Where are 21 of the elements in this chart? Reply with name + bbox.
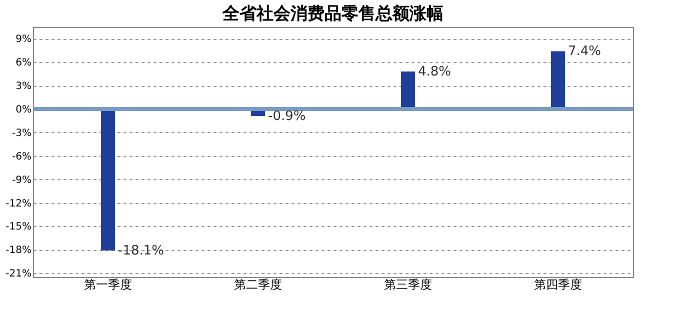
x-tick-label: 第三季度	[384, 278, 432, 292]
y-tick-label: -21%	[6, 268, 32, 280]
x-tick-label: 第四季度	[534, 278, 582, 292]
y-tick-label: -9%	[12, 174, 32, 186]
text: 7.4%	[568, 44, 602, 60]
y-tick-label: 0%	[16, 104, 32, 116]
text: -18.1%	[118, 243, 164, 258]
text: -0.9%	[268, 109, 306, 124]
y-tick-label: -12%	[6, 198, 32, 210]
y-tick-label: 9%	[16, 34, 32, 46]
text: 4.8%	[418, 64, 452, 80]
y-tick-label: -3%	[12, 128, 32, 139]
x-tick-label: 第二季度	[234, 278, 282, 292]
x-tick-label: 第一季度	[84, 278, 132, 292]
y-tick-label: -15%	[6, 222, 32, 233]
bar	[101, 109, 115, 250]
y-tick-label: -6%	[12, 151, 32, 162]
chart-title: 全省社会消费品零售总额涨幅	[222, 4, 444, 24]
y-tick-label: -18%	[6, 245, 32, 256]
y-tick-label: 3%	[16, 81, 32, 92]
y-tick-label: 6%	[16, 58, 32, 69]
